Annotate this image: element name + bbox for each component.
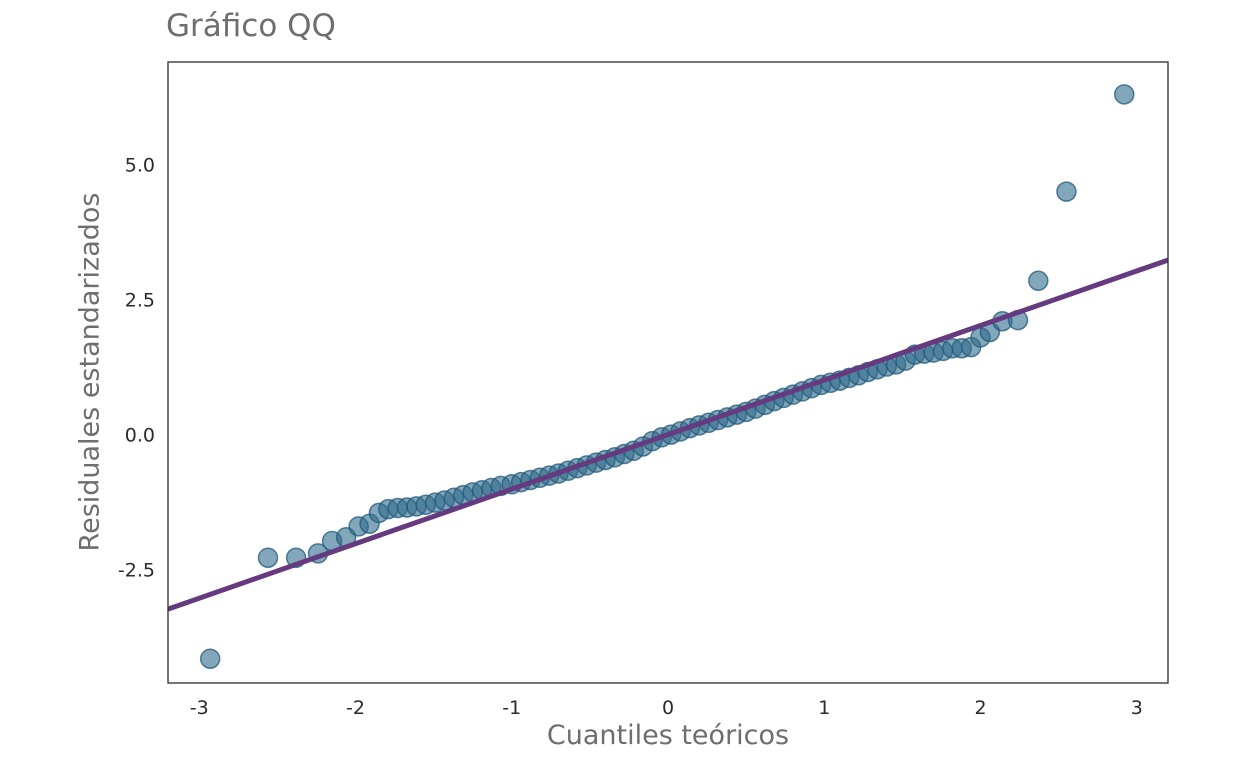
x-tick-labels: -3 -2 -1 0 1 2 3 (190, 697, 1143, 719)
x-tick-label: 3 (1131, 697, 1143, 719)
data-point-77 (1056, 181, 1077, 202)
x-tick-label: 2 (974, 697, 986, 719)
data-point-78 (1114, 84, 1135, 105)
x-tick-label: -1 (502, 697, 521, 719)
x-tick-label: -2 (346, 697, 365, 719)
y-tick-label: 0.0 (125, 425, 155, 447)
x-axis-label: Cuantiles teóricos (546, 720, 790, 751)
y-tick-label: 5.0 (125, 155, 155, 177)
y-axis-label: Residuales estandarizados (74, 192, 106, 552)
data-point-76 (1028, 270, 1049, 291)
y-tick-label: 2.5 (125, 290, 155, 312)
y-tick-labels: -2.5 0.0 2.5 5.0 (118, 155, 155, 582)
chart-title: Gráfico QQ (166, 8, 336, 44)
y-tick-label: -2.5 (118, 560, 155, 582)
x-tick-label: 0 (662, 697, 674, 719)
plot-frame (167, 61, 1169, 684)
x-tick-label: 1 (818, 697, 830, 719)
reference-line (168, 257, 1168, 612)
scatter-points (199, 84, 1135, 669)
data-point-1 (257, 547, 279, 568)
data-point-0 (199, 648, 221, 669)
x-tick-label: -3 (190, 697, 209, 719)
